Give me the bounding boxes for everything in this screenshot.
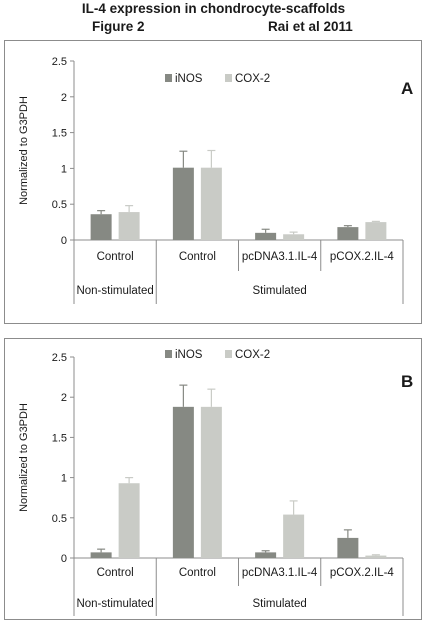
legend-swatch-inos [165, 74, 172, 82]
bar-cox-2-1 [200, 167, 222, 240]
legend-swatch-cox-2 [225, 350, 232, 358]
legend-swatch-cox-2 [225, 74, 232, 82]
y-tick-label: 1 [61, 163, 67, 175]
bar-cox-2-2 [283, 234, 305, 240]
bar-inos-0 [90, 552, 112, 558]
y-tick-label: 0 [61, 235, 67, 247]
bar-inos-1 [172, 167, 194, 240]
figure-reference: Rai et al 2011 [268, 19, 353, 34]
x-group-label: Non-stimulated [76, 598, 153, 610]
x-group-label: Stimulated [252, 598, 306, 610]
x-group-label: Stimulated [252, 285, 306, 297]
legend-label-inos: iNOS [175, 349, 203, 361]
x-tick-label: pCOX.2.IL-4 [330, 567, 395, 579]
y-axis-label: Normalized to G3PDH [18, 403, 30, 512]
y-tick-label: 0.5 [52, 513, 67, 525]
y-tick-label: 1.5 [52, 128, 67, 140]
panel-label: B [401, 372, 413, 391]
x-group-label: Non-stimulated [76, 285, 153, 297]
y-tick-label: 0.5 [52, 199, 67, 211]
y-tick-label: 2 [61, 92, 67, 104]
legend-label-cox-2: COX-2 [235, 73, 270, 85]
bar-cox-2-2 [283, 514, 305, 558]
x-tick-label: pcDNA3.1.IL-4 [242, 567, 318, 579]
bar-cox-2-3 [365, 222, 387, 240]
x-tick-label: pcDNA3.1.IL-4 [242, 251, 318, 263]
y-axis-label: Normalized to G3PDH [18, 96, 30, 205]
legend-label-inos: iNOS [175, 73, 203, 85]
y-tick-label: 1 [61, 473, 67, 485]
panel-label: A [401, 79, 413, 98]
y-tick-label: 2.5 [52, 352, 67, 364]
y-tick-label: 2 [61, 392, 67, 404]
bar-inos-0 [90, 214, 112, 240]
y-tick-label: 2.5 [52, 56, 67, 68]
x-tick-label: Control [179, 251, 216, 263]
bar-inos-2 [255, 552, 277, 558]
bar-inos-3 [337, 537, 359, 558]
bar-inos-3 [337, 227, 359, 240]
y-tick-label: 1.5 [52, 432, 67, 444]
x-tick-label: pCOX.2.IL-4 [330, 251, 395, 263]
x-tick-label: Control [97, 567, 134, 579]
x-tick-label: Control [97, 251, 134, 263]
bar-cox-2-0 [118, 212, 140, 240]
legend-swatch-inos [165, 350, 172, 358]
x-tick-label: Control [179, 567, 216, 579]
bar-cox-2-0 [118, 483, 140, 558]
figure-number: Figure 2 [92, 19, 145, 34]
figure-title: IL-4 expression in chondrocyte-scaffolds [81, 1, 346, 16]
bar-cox-2-3 [365, 555, 387, 558]
y-tick-label: 0 [61, 553, 67, 565]
bar-cox-2-1 [200, 406, 222, 558]
legend-label-cox-2: COX-2 [235, 349, 270, 361]
bar-inos-2 [255, 232, 277, 240]
bar-inos-1 [172, 406, 194, 558]
